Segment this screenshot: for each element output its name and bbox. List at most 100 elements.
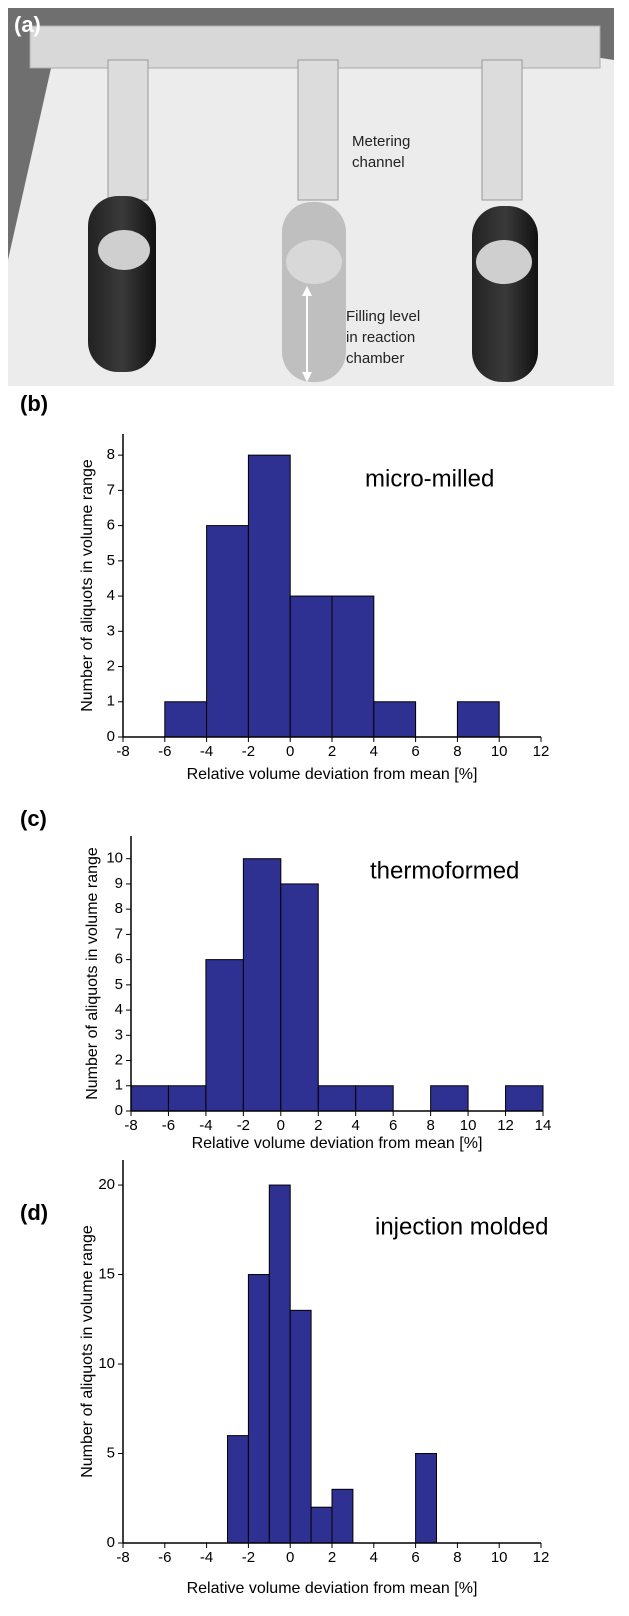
y-tick-label: 20	[98, 1176, 115, 1193]
panel-label: (a)	[14, 12, 41, 37]
chart: -8 -6 -4 -2 0 2 4 6 8 10 12 0 5 10 15 20 (d) injection mo…	[20, 1160, 549, 1597]
x-tick-label: -6	[158, 743, 171, 760]
chart-title: micro-milled	[365, 465, 494, 492]
x-tick-label: 10	[460, 1117, 477, 1134]
x-tick-label: 6	[389, 1117, 397, 1134]
bar	[373, 701, 417, 738]
annotation: Metering	[352, 133, 410, 150]
chart: -8 -6 -4 -2 0 2 4 6 8 10 12012345678(b)micro-mille…	[20, 391, 549, 783]
annotation: channel	[352, 154, 405, 171]
annotation: Filling level	[346, 308, 420, 325]
chart: -8 -6 -4 -2 0 2 4 6 8 10 12 14012345678910(c)thermo…	[20, 806, 551, 1152]
bar	[289, 595, 333, 738]
x-tick-label: 8	[426, 1117, 434, 1134]
y-tick-label: 2	[115, 1052, 123, 1069]
y-tick-label: 5	[107, 552, 115, 569]
y-tick-label: 5	[107, 1444, 115, 1461]
y-tick-label: 3	[115, 1026, 123, 1043]
bar	[280, 883, 319, 1112]
x-tick-label: 14	[535, 1117, 552, 1134]
x-tick-label: 8	[453, 743, 461, 760]
y-tick-label: 2	[107, 658, 115, 675]
bar	[505, 1085, 544, 1112]
x-tick-label: 4	[370, 743, 378, 760]
x-tick-label: -6	[162, 1117, 175, 1134]
x-axis-label: Relative volume deviation from mean [%]	[192, 1135, 483, 1152]
bar	[310, 1506, 333, 1544]
bar	[331, 595, 375, 738]
bar	[289, 1309, 312, 1544]
y-tick-label: 5	[115, 976, 123, 993]
bar	[242, 858, 282, 1112]
bar	[317, 1085, 357, 1112]
chart-title: injection molded	[375, 1213, 548, 1240]
y-tick-label: 10	[106, 850, 123, 867]
x-axis-label: Relative volume deviation from mean [%]	[187, 766, 478, 783]
panel-label: (d)	[20, 1200, 48, 1225]
annotation: chamber	[346, 350, 404, 367]
bar	[130, 1085, 169, 1112]
y-tick-label: 8	[115, 900, 123, 917]
y-tick-label: 6	[107, 517, 115, 534]
y-tick-label: 6	[115, 951, 123, 968]
bar	[205, 959, 244, 1112]
y-tick-label: 10	[98, 1355, 115, 1372]
bar	[430, 1085, 469, 1112]
bar	[167, 1085, 207, 1112]
x-tick-label: 12	[497, 1117, 514, 1134]
bar	[331, 1488, 354, 1544]
bar	[355, 1085, 394, 1112]
y-tick-label: 9	[115, 875, 123, 892]
bar	[456, 701, 500, 738]
x-tick-label: 12	[533, 1549, 550, 1566]
x-tick-label: -2	[242, 743, 255, 760]
y-axis-label: Number of aliquots in volume range	[79, 1225, 96, 1478]
y-tick-label: 1	[107, 693, 115, 710]
bar	[227, 1435, 249, 1544]
x-tick-label: 4	[352, 1117, 360, 1134]
y-tick-label: 3	[107, 622, 115, 639]
x-tick-label: 0	[277, 1117, 285, 1134]
chart-title: thermoformed	[370, 857, 519, 884]
bar	[164, 701, 208, 738]
y-tick-label: 0	[107, 1534, 115, 1551]
x-tick-label: 10	[491, 743, 508, 760]
y-tick-label: 4	[115, 1001, 123, 1018]
x-tick-label: -4	[200, 1549, 213, 1566]
x-tick-label: 0	[286, 743, 294, 760]
x-tick-label: -8	[124, 1117, 137, 1134]
bar	[247, 1274, 270, 1544]
x-tick-label: 2	[314, 1117, 322, 1134]
panel-label: (b)	[20, 391, 48, 416]
x-tick-label: -4	[200, 743, 213, 760]
bar	[415, 1453, 438, 1544]
x-tick-label: -6	[158, 1549, 171, 1566]
x-tick-label: 8	[453, 1549, 461, 1566]
x-tick-label: 2	[328, 1549, 336, 1566]
annotation: in reaction	[346, 329, 415, 346]
x-tick-label: 6	[411, 743, 419, 760]
x-tick-label: 4	[370, 1549, 378, 1566]
x-tick-label: 12	[533, 743, 550, 760]
x-axis-label: Relative volume deviation from mean [%]	[187, 1580, 478, 1597]
x-tick-label: 0	[286, 1549, 294, 1566]
x-tick-label: -8	[116, 743, 129, 760]
y-tick-label: 4	[107, 587, 115, 604]
panel-label: (c)	[20, 806, 47, 831]
y-tick-label: 15	[98, 1266, 115, 1283]
y-axis-label: Number of aliquots in volume range	[79, 459, 96, 712]
bar	[247, 454, 291, 738]
y-tick-label: 7	[107, 481, 115, 498]
bar	[206, 525, 249, 738]
x-tick-label: 6	[411, 1549, 419, 1566]
y-axis-label: Number of aliquots in volume range	[84, 847, 101, 1100]
photo: (a) Metering channel Filling level in re…	[8, 8, 614, 386]
x-tick-label: -2	[237, 1117, 250, 1134]
y-tick-label: 8	[107, 446, 115, 463]
bar	[268, 1184, 291, 1544]
x-tick-label: -4	[199, 1117, 212, 1134]
y-tick-label: 0	[115, 1102, 123, 1119]
y-tick-label: 1	[115, 1077, 123, 1094]
y-tick-label: 7	[115, 925, 123, 942]
